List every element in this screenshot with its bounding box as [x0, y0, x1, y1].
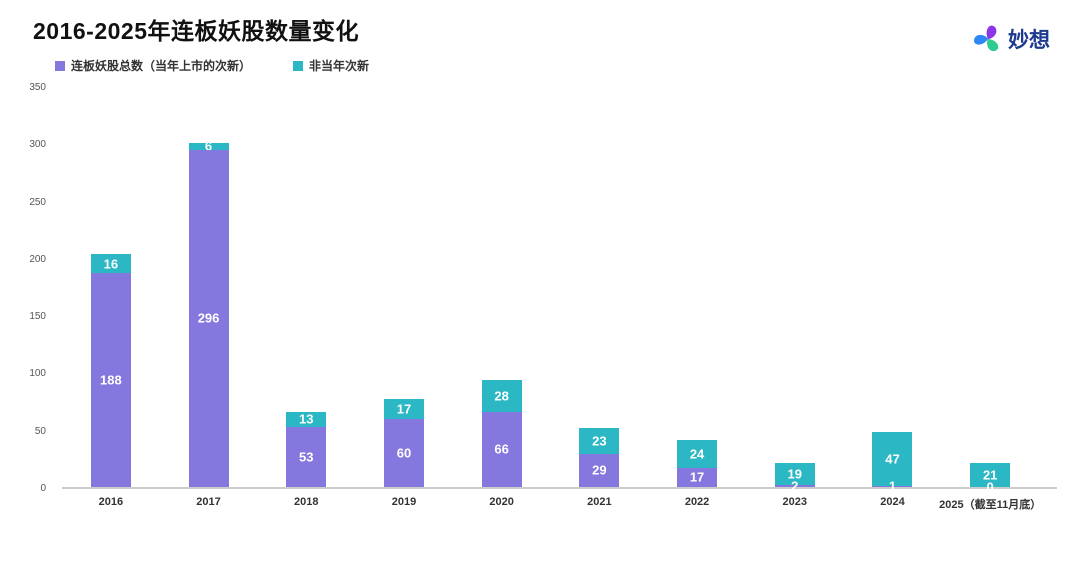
bar-column-2017: 6 296 2017 [160, 88, 258, 508]
bar-segment-secondary: 21 [970, 463, 1011, 487]
bar-value-label: 66 [494, 441, 509, 457]
bar-segment-primary: 66 [481, 411, 522, 487]
bar-value-label: 24 [689, 446, 705, 462]
bar-column-2022: 24 17 2022 [648, 88, 746, 508]
bar-column-2019: 17 60 2019 [355, 88, 453, 508]
y-axis-tick-label: 50 [34, 425, 46, 437]
bar-stack: 28 66 [481, 88, 522, 487]
legend-label: 非当年次新 [309, 59, 370, 73]
bar-segment-secondary: 13 [286, 411, 327, 427]
bar-segment-secondary: 17 [383, 399, 424, 419]
x-axis-label: 2023 [782, 496, 808, 508]
bar-value-label: 296 [197, 310, 220, 326]
bar-value-label: 53 [299, 449, 314, 465]
bar-value-label: 29 [592, 462, 607, 478]
bar-segment-primary: 17 [677, 467, 718, 487]
bar-segment-primary: 296 [188, 149, 229, 487]
legend-item-secondary: 非当年次新 [293, 57, 369, 74]
bar-segment-secondary: 24 [677, 440, 718, 468]
bar-segment-secondary: 19 [774, 463, 815, 485]
bar-column-2021: 23 29 2021 [551, 88, 649, 508]
y-axis-tick-label: 250 [29, 196, 46, 208]
bar-value-label: 21 [982, 467, 998, 483]
miaoxiang-logo-text: 妙想 [1008, 29, 1050, 52]
legend-label: 连板妖股总数（当年上市的次新） [71, 59, 252, 73]
bar-column-2016: 16 188 2016 [62, 88, 160, 508]
y-axis: 0 50 100 150 200 250 300 350 [0, 83, 54, 494]
legend-swatch-teal [293, 60, 304, 71]
bar-stack: 6 296 [188, 88, 229, 487]
bar-segment-primary: 2 [774, 479, 815, 492]
bar-stack: 17 60 [383, 88, 424, 487]
bar-segment-secondary: 47 [872, 432, 913, 486]
y-axis-tick-label: 150 [29, 311, 46, 323]
x-axis-label: 2024 [880, 496, 905, 508]
miaoxiang-logo: 妙想 [973, 24, 1050, 54]
bar-segment-primary: 29 [579, 453, 620, 487]
chart-legend: 连板妖股总数（当年上市的次新） 非当年次新 [55, 57, 369, 74]
bar-value-label: 188 [99, 372, 122, 388]
x-axis-label: 2020 [489, 496, 514, 508]
plot-area: 16 188 2016 6 296 2017 13 53 2018 17 60 2019 28 66 202… [62, 88, 1041, 511]
bar-stack: 21 0 [970, 88, 1011, 494]
bar-value-label: 60 [396, 445, 412, 461]
bar-segment-secondary: 23 [579, 427, 620, 454]
bar-segment-primary: 53 [286, 426, 327, 487]
bar-stack: 24 17 [677, 88, 718, 487]
x-axis-label: 2021 [587, 496, 612, 508]
y-axis-tick-label: 300 [29, 139, 46, 151]
bar-value-label: 28 [494, 388, 509, 404]
bar-segment-secondary: 28 [481, 379, 522, 412]
bar-value-label: 13 [299, 411, 314, 427]
bar-stack: 47 1 [872, 88, 913, 493]
y-axis-tick-label: 200 [29, 253, 46, 265]
bar-stack: 16 188 [90, 88, 131, 487]
pinwheel-logo-icon [973, 24, 1003, 54]
y-axis-tick-label: 100 [29, 368, 46, 380]
bar-segment-secondary: 16 [90, 254, 131, 273]
x-axis-label: 2019 [391, 496, 417, 508]
chart-area: 16 188 2016 6 296 2017 13 53 2018 17 60 2019 28 66 202… [62, 88, 1057, 511]
x-axis-label: 2016 [98, 496, 124, 508]
bar-value-label: 17 [396, 401, 412, 417]
bar-column-2023: 19 2 2023 [746, 88, 844, 508]
bar-value-label: 23 [592, 433, 607, 449]
bar-stack: 13 53 [286, 88, 327, 487]
x-axis-label: 2018 [294, 496, 319, 508]
bar-segment-primary: 60 [383, 418, 424, 487]
bar-segment-primary: 1 [872, 480, 913, 493]
bar-column-2024: 47 1 2024 [844, 88, 942, 508]
bar-segment-secondary: 6 [188, 140, 229, 153]
bar-stack: 23 29 [579, 88, 620, 487]
x-axis-label: 2017 [196, 496, 221, 508]
chart-title: 2016-2025年连板妖股数量变化 [33, 18, 359, 44]
bar-value-label: 17 [689, 469, 705, 485]
legend-swatch-purple [55, 60, 65, 71]
bar-segment-primary: 188 [90, 272, 131, 487]
legend-item-primary: 连板妖股总数（当年上市的次新） [55, 57, 251, 74]
bar-column-2025（截至11月底）: 21 0 2025（截至11月底） [939, 88, 1041, 511]
bar-stack: 19 2 [774, 88, 815, 492]
x-axis-label: 2022 [684, 496, 710, 508]
y-axis-tick-label: 350 [29, 82, 46, 93]
bar-value-label: 16 [103, 256, 119, 272]
x-axis-label: 2025（截至11月底） [939, 499, 1042, 511]
y-axis-tick-label: 0 [40, 483, 46, 494]
bar-value-label: 47 [885, 451, 900, 467]
bar-column-2020: 28 66 2020 [453, 88, 551, 508]
bar-value-label: 19 [787, 466, 802, 482]
bar-column-2018: 13 53 2018 [257, 88, 355, 508]
